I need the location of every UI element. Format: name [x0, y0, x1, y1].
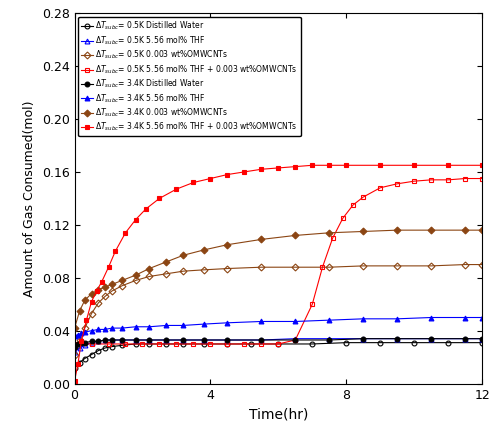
X-axis label: Time(hr): Time(hr) — [248, 407, 308, 421]
Legend: $\Delta T_{subc}$= 0.5K Distilled Water, $\Delta T_{subc}$= 0.5K 5.56 mol% THF, : $\Delta T_{subc}$= 0.5K Distilled Water,… — [79, 17, 301, 136]
Y-axis label: Amount of Gas Consumed(mol): Amount of Gas Consumed(mol) — [23, 100, 36, 296]
